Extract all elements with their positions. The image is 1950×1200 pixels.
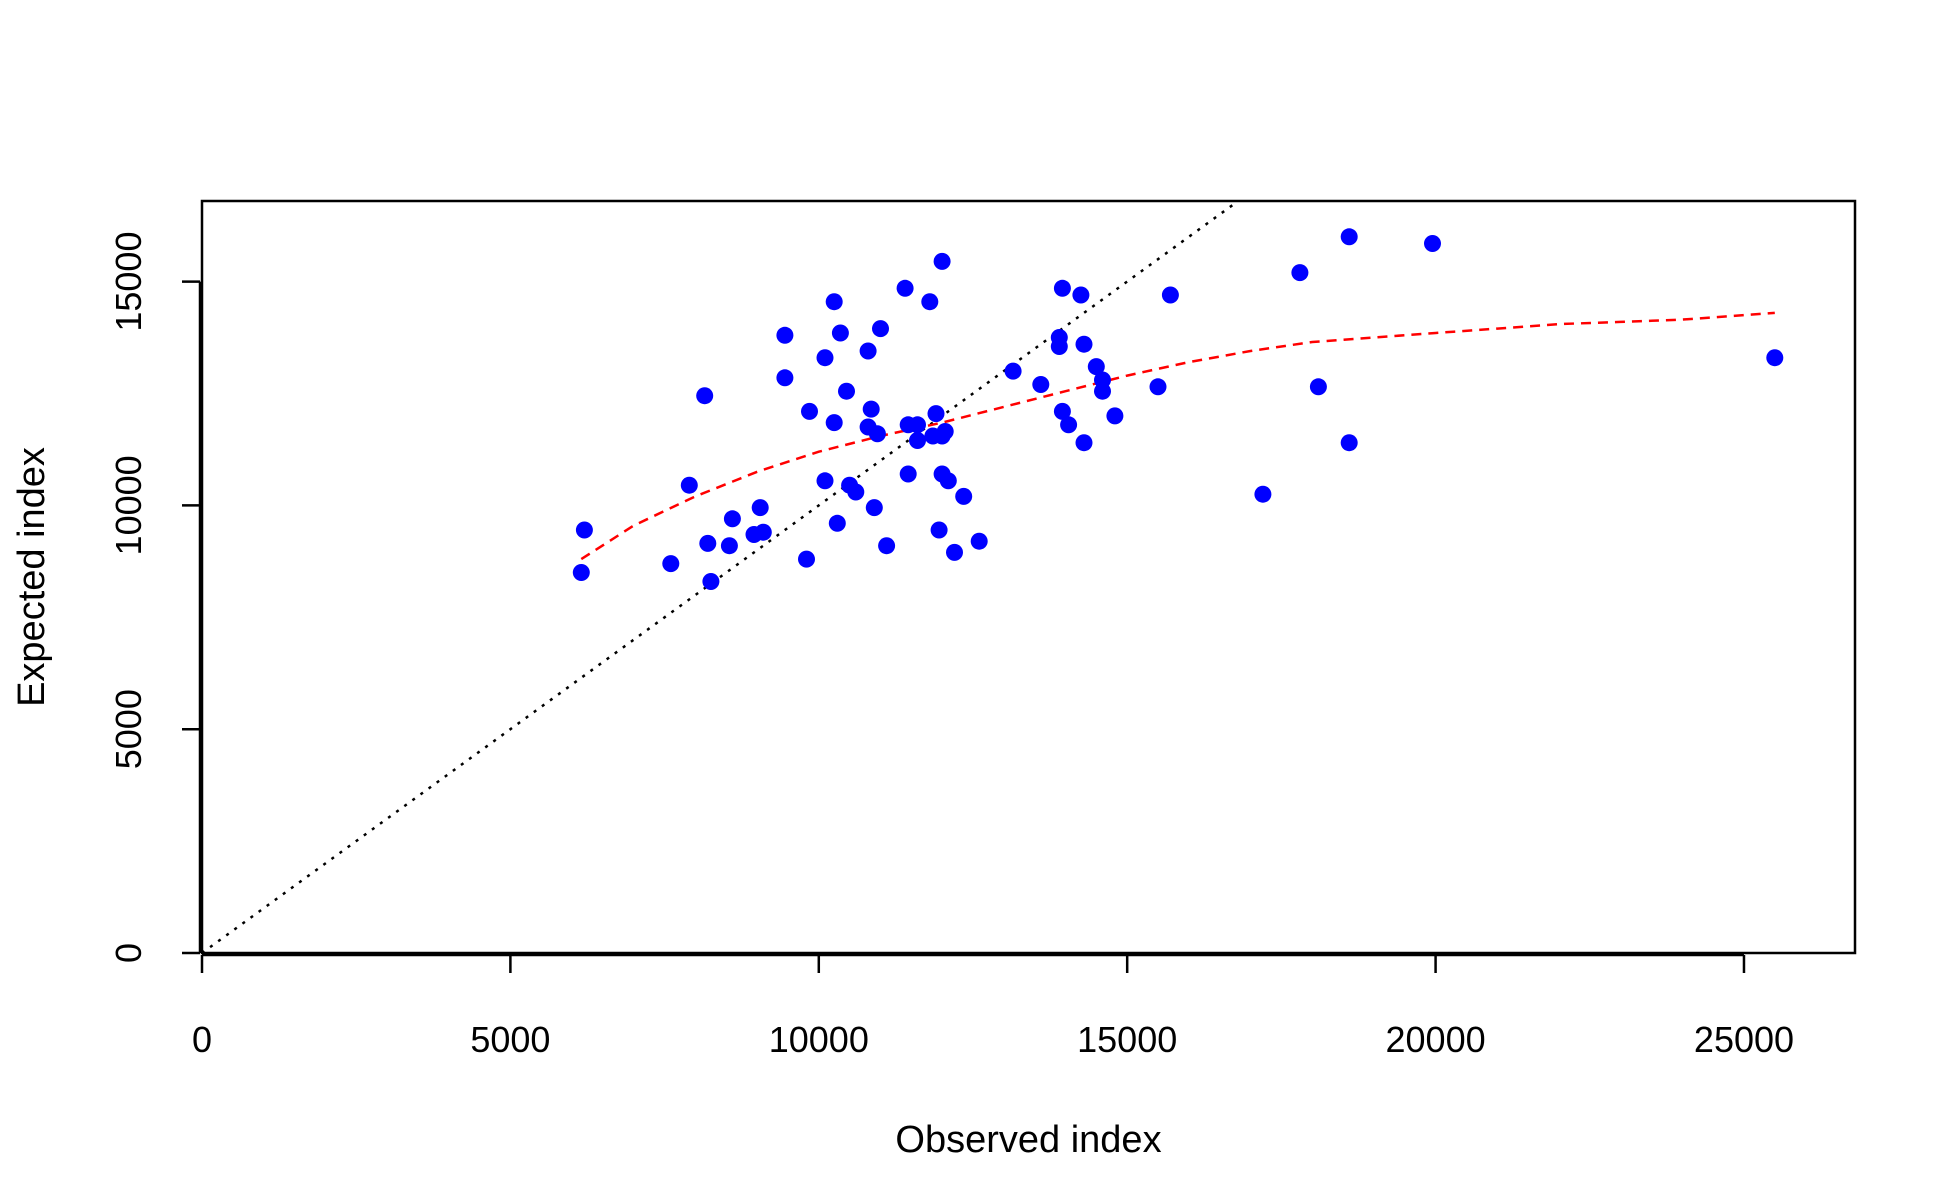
data-point (680, 476, 698, 494)
data-point (1072, 286, 1090, 304)
data-point (1161, 286, 1179, 304)
data-point (801, 402, 818, 420)
data-point (816, 472, 834, 490)
data-point (970, 532, 988, 550)
data-point (720, 537, 738, 555)
axes: 0 5000 10000 15000 20000 25000 0 5000 10000 15000 (108, 232, 1794, 1060)
y-tick-label: 15000 (108, 232, 149, 332)
data-point (1075, 335, 1093, 353)
data-point (909, 416, 926, 434)
data-point (1053, 402, 1071, 420)
data-point (1149, 378, 1167, 396)
x-tick-label: 0 (192, 1019, 212, 1060)
y-axis-title: Expected index (11, 447, 53, 707)
data-point (847, 483, 865, 501)
x-tick-label: 5000 (470, 1019, 550, 1060)
data-point (751, 499, 769, 517)
data-point (933, 252, 951, 270)
data-point (865, 499, 883, 517)
data-point (878, 537, 896, 555)
x-axis-title: Observed index (895, 1119, 1161, 1161)
data-point (1004, 362, 1022, 380)
data-point (1340, 434, 1358, 452)
data-point (868, 425, 886, 443)
data-point (899, 465, 917, 483)
x-tick-label: 20000 (1386, 1019, 1486, 1060)
data-point (939, 472, 957, 490)
data-point (1087, 358, 1105, 376)
data-point (1424, 235, 1441, 252)
y-tick-label: 5000 (108, 689, 149, 769)
data-point (1340, 228, 1358, 246)
data-point (859, 342, 877, 360)
data-point (1053, 279, 1071, 297)
x-tick-label: 25000 (1694, 1019, 1794, 1060)
data-point (927, 405, 945, 423)
data-point (838, 382, 855, 400)
data-point (723, 510, 741, 528)
data-point (798, 550, 815, 568)
data-point (754, 523, 772, 541)
data-point (825, 414, 843, 432)
plot-marks (202, 202, 1784, 953)
x-tick-label: 10000 (769, 1019, 869, 1060)
data-point (776, 369, 794, 387)
data-point (921, 293, 939, 311)
data-point (831, 324, 849, 342)
identity-reference-line (202, 202, 1236, 953)
y-tick-label: 10000 (108, 455, 149, 555)
data-point (872, 320, 889, 338)
data-point (1254, 485, 1272, 503)
data-point (825, 293, 843, 311)
data-point (946, 543, 963, 561)
data-point (702, 573, 720, 590)
data-point (955, 487, 973, 505)
data-point (936, 423, 954, 440)
data-point (930, 521, 948, 539)
data-point (1032, 376, 1050, 393)
data-point (776, 326, 794, 344)
y-tick-label: 0 (108, 943, 149, 963)
data-point (1766, 349, 1784, 367)
data-point (572, 564, 590, 581)
data-point (862, 400, 880, 418)
plot-frame (200, 199, 1857, 955)
data-point (1309, 378, 1327, 396)
data-point (1050, 338, 1068, 355)
data-point (1075, 434, 1093, 452)
data-point (696, 387, 714, 405)
data-point (1094, 382, 1111, 400)
data-point (1106, 407, 1124, 425)
data-point (575, 521, 593, 539)
data-point (1060, 416, 1078, 434)
smooth-trend-line (580, 311, 1775, 561)
data-point (816, 349, 834, 367)
x-tick-label: 15000 (1077, 1019, 1177, 1060)
data-point (896, 279, 914, 297)
data-point (699, 534, 717, 552)
data-point (662, 555, 680, 573)
data-point (828, 514, 846, 532)
data-point (909, 432, 926, 449)
data-point (1291, 264, 1309, 282)
